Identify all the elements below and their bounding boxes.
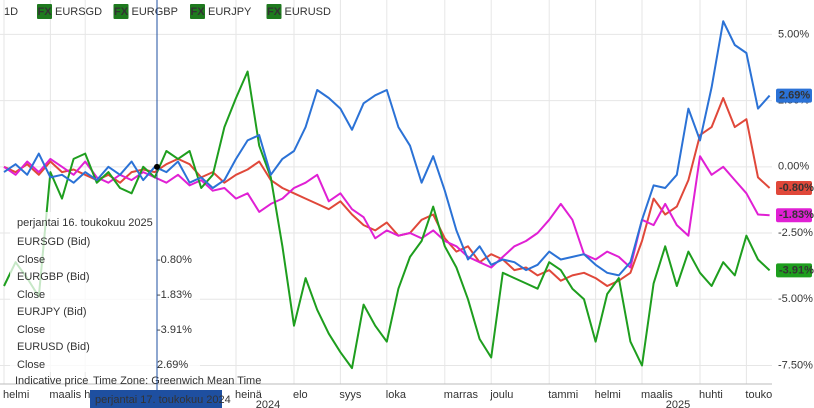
legend-badge-label: FX: [267, 6, 282, 18]
year-label: 2025: [666, 399, 690, 408]
series-line: [3, 70, 771, 370]
tooltip-series: EURUSD (Bid): [17, 341, 90, 353]
legend-badge-label: FX: [190, 6, 205, 18]
tooltip-value: -1.83%: [157, 289, 192, 301]
year-label: 2024: [256, 399, 280, 408]
tooltip-date: perjantai 16. toukokuu 2025: [17, 217, 153, 229]
x-tick-label: marras: [444, 389, 479, 401]
x-tick-label: joulu: [489, 389, 513, 401]
crosshair-dot: [154, 163, 160, 170]
value-tag: [776, 181, 812, 196]
y-tick-label: 0.00%: [778, 161, 809, 173]
tooltip-value: 2.69%: [157, 359, 188, 371]
x-tick-label: maalis: [49, 389, 81, 401]
crosshair-box: [90, 390, 222, 408]
tooltip-bg: [10, 212, 200, 372]
tooltip-value: -3.91%: [157, 324, 192, 336]
legend-badge-label: FX: [114, 6, 129, 18]
tooltip-series: EURSGD (Bid): [17, 236, 90, 248]
legend-label: EURGBP: [132, 6, 178, 18]
legend-label: EURUSD: [285, 6, 332, 18]
footer-note: Indicative price: [15, 375, 88, 387]
x-tick-label: tammi: [548, 389, 578, 401]
legend-badge: [113, 4, 129, 19]
tooltip-field: Close: [17, 324, 45, 336]
legend-badge-label: FX: [37, 6, 52, 18]
value-tag-label: -0.80%: [779, 182, 814, 194]
crosshair-label: perjantai 17. toukokuu 2024: [95, 394, 231, 406]
y-tick-label: -2.50%: [778, 227, 813, 239]
x-tick-label: maalis: [641, 389, 673, 401]
x-tick-label: touko: [745, 389, 772, 401]
tooltip-field: Close: [17, 359, 45, 371]
x-tick-label: helmi: [3, 389, 29, 401]
tooltip-field: Close: [17, 254, 45, 266]
x-tick-label: syys: [339, 389, 362, 401]
value-tag-label: -1.83%: [779, 209, 814, 221]
tooltip-series: EURGBP (Bid): [17, 271, 90, 283]
value-tag-label: 2.69%: [779, 90, 810, 102]
legend-label: EURJPY: [208, 6, 252, 18]
x-tick-label: heinä: [235, 389, 263, 401]
x-tick-label: loka: [386, 389, 407, 401]
y-tick-label: -7.50%: [778, 359, 813, 371]
value-tag: [776, 208, 812, 223]
legend-badge: [37, 4, 52, 19]
value-tag-label: -3.91%: [779, 264, 814, 276]
tooltip-series: EURJPY (Bid): [17, 306, 86, 318]
series-line: [3, 97, 771, 287]
value-tag: [776, 263, 812, 278]
legend-label: EURSGD: [55, 6, 102, 18]
legend-badge: [266, 4, 282, 19]
interval: 1D: [4, 6, 18, 18]
x-tick-label: helmi: [595, 389, 621, 401]
value-tag: [776, 88, 812, 103]
series-line: [3, 20, 771, 277]
y-tick-label: -5.00%: [778, 293, 813, 305]
y-tick-label: 5.00%: [778, 28, 809, 40]
x-tick-label: huhti: [699, 389, 723, 401]
legend-badge: [190, 4, 205, 19]
footer-timezone: Time Zone: Greenwich Mean Time: [93, 375, 261, 387]
tooltip-field: Close: [17, 289, 45, 301]
tooltip-value: -0.80%: [157, 254, 192, 266]
x-tick-label: elo: [293, 389, 308, 401]
